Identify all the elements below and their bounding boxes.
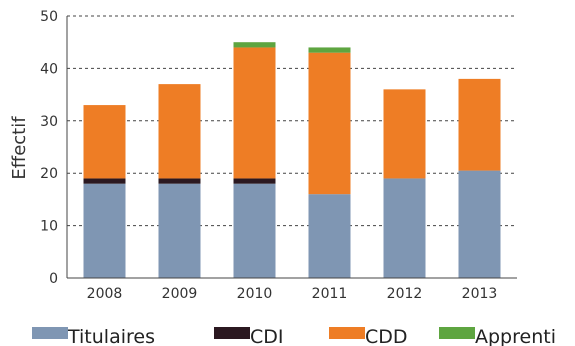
- y-tick-label: 40: [40, 61, 58, 77]
- bar-segment-apprenti-2011: [308, 47, 351, 53]
- bar-segment-cdd-2013: [458, 78, 501, 171]
- bar-segment-titulaires-2012: [383, 178, 426, 278]
- gridlines: [67, 15, 517, 227]
- y-tick-label: 0: [49, 271, 58, 287]
- bar-segment-titulaires-2009: [158, 183, 201, 278]
- x-tick-labels: 2008 2009 2010 2011 2012 2013: [87, 286, 498, 302]
- x-tick-label: 2011: [312, 286, 348, 302]
- bar-segment-cdd-2008: [83, 105, 126, 179]
- x-tick-label: 2013: [462, 286, 498, 302]
- legend-item-cdi: CDI: [214, 326, 284, 346]
- bar-segment-cdi-2009: [158, 178, 201, 184]
- bar-segment-titulaires-2008: [83, 183, 126, 278]
- bar-segment-cdd-2011: [308, 52, 351, 195]
- bars: [83, 42, 501, 278]
- y-tick-label: 30: [40, 114, 58, 130]
- legend: Titulaires CDI CDD Apprenti: [32, 326, 556, 346]
- y-tick-label: 50: [40, 9, 58, 25]
- bar-segment-cdi-2008: [83, 178, 126, 184]
- x-tick-label: 2010: [237, 286, 273, 302]
- x-tick-label: 2012: [387, 286, 423, 302]
- x-tick-label: 2008: [87, 286, 123, 302]
- y-tick-label: 20: [40, 166, 58, 182]
- legend-item-titulaires: Titulaires: [32, 326, 155, 346]
- legend-label: CDD: [365, 326, 408, 346]
- bar-segment-titulaires-2010: [233, 183, 276, 278]
- legend-swatch: [439, 327, 475, 339]
- bar-segment-titulaires-2011: [308, 194, 351, 278]
- legend-label: Titulaires: [67, 326, 155, 346]
- y-axis-label: Effectif: [9, 116, 30, 180]
- legend-swatch: [329, 327, 365, 339]
- legend-swatch: [214, 327, 250, 339]
- bar-segment-cdd-2012: [383, 89, 426, 179]
- legend-item-apprenti: Apprenti: [439, 326, 556, 346]
- bar-segment-titulaires-2013: [458, 170, 501, 278]
- bar-segment-cdi-2010: [233, 178, 276, 184]
- bar-segment-cdd-2010: [233, 47, 276, 179]
- legend-label: Apprenti: [475, 326, 556, 346]
- x-tick-label: 2009: [162, 286, 198, 302]
- legend-label: CDI: [250, 326, 284, 346]
- legend-item-cdd: CDD: [329, 326, 408, 346]
- bar-segment-cdd-2009: [158, 84, 201, 179]
- legend-swatch: [32, 327, 68, 339]
- y-tick-labels: 0 10 20 30 40 50: [40, 9, 58, 287]
- axes: [66, 16, 517, 279]
- bar-segment-apprenti-2010: [233, 42, 276, 48]
- y-tick-label: 10: [40, 219, 58, 235]
